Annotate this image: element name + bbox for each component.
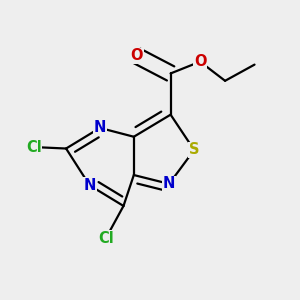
Text: Cl: Cl	[98, 231, 114, 246]
Text: O: O	[130, 48, 143, 63]
Text: N: N	[163, 176, 175, 191]
Text: S: S	[189, 142, 200, 158]
Text: O: O	[194, 54, 206, 69]
Text: N: N	[94, 120, 106, 135]
Text: Cl: Cl	[26, 140, 42, 154]
Text: N: N	[83, 178, 96, 193]
